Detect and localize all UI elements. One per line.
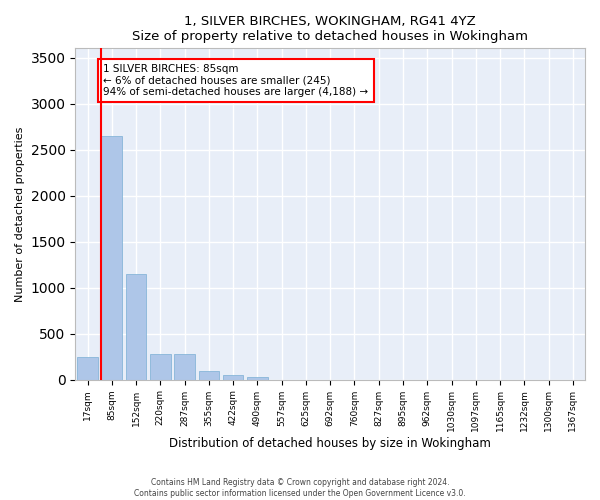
Bar	[174, 354, 195, 380]
Title: 1, SILVER BIRCHES, WOKINGHAM, RG41 4YZ
Size of property relative to detached hou: 1, SILVER BIRCHES, WOKINGHAM, RG41 4YZ S…	[132, 15, 528, 43]
Text: Contains HM Land Registry data © Crown copyright and database right 2024.
Contai: Contains HM Land Registry data © Crown c…	[134, 478, 466, 498]
Text: 1 SILVER BIRCHES: 85sqm
← 6% of detached houses are smaller (245)
94% of semi-de: 1 SILVER BIRCHES: 85sqm ← 6% of detached…	[103, 64, 368, 97]
Bar	[77, 356, 98, 380]
Bar	[101, 136, 122, 380]
Bar	[223, 374, 244, 380]
Bar	[247, 377, 268, 380]
Bar	[126, 274, 146, 380]
Bar	[150, 354, 170, 380]
X-axis label: Distribution of detached houses by size in Wokingham: Distribution of detached houses by size …	[169, 437, 491, 450]
Bar	[199, 372, 219, 380]
Y-axis label: Number of detached properties: Number of detached properties	[15, 126, 25, 302]
